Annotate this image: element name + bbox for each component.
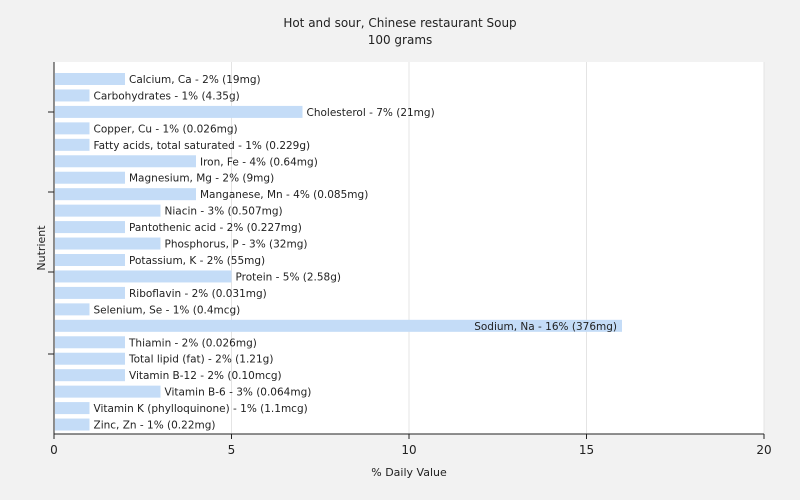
bar — [55, 303, 90, 316]
bar — [55, 336, 125, 349]
bar-label: Phosphorus, P - 3% (32mg) — [165, 239, 308, 251]
bar-label: Riboflavin - 2% (0.031mg) — [129, 288, 267, 300]
bar — [55, 155, 196, 168]
bar-label: Cholesterol - 7% (21mg) — [307, 107, 435, 119]
bar-label: Protein - 5% (2.58g) — [236, 271, 342, 283]
bar — [55, 171, 125, 184]
bar-label: Magnesium, Mg - 2% (9mg) — [129, 173, 274, 185]
bar-label: Carbohydrates - 1% (4.35g) — [94, 90, 240, 102]
grid — [231, 62, 765, 434]
bar-label: Pantothenic acid - 2% (0.227mg) — [129, 222, 302, 234]
bar — [55, 270, 232, 283]
bar — [55, 286, 125, 299]
bar — [55, 138, 90, 151]
x-tick-label: 5 — [228, 443, 236, 457]
chart-title: Hot and sour, Chinese restaurant Soup — [283, 16, 516, 30]
x-tick-label: 10 — [401, 443, 416, 457]
bar — [55, 204, 161, 217]
bar-label: Copper, Cu - 1% (0.026mg) — [94, 123, 238, 135]
bar — [55, 188, 196, 201]
bar-label: Thiamin - 2% (0.026mg) — [128, 337, 257, 349]
bar-label: Sodium, Na - 16% (376mg) — [474, 321, 617, 333]
bar-label: Selenium, Se - 1% (0.4mcg) — [94, 304, 241, 316]
bar — [55, 319, 622, 332]
bar — [55, 402, 90, 415]
bar — [55, 237, 161, 250]
axes: 0 5 10 15 20 — [48, 62, 772, 457]
bar — [55, 369, 125, 382]
x-axis-label: % Daily Value — [371, 466, 447, 479]
bar-label: Total lipid (fat) - 2% (1.21g) — [128, 354, 273, 366]
bar-label: Iron, Fe - 4% (0.64mg) — [200, 156, 318, 168]
bar — [55, 418, 90, 431]
y-axis-label: Nutrient — [35, 225, 48, 271]
bar — [55, 385, 161, 398]
bar-label: Niacin - 3% (0.507mg) — [165, 206, 283, 218]
bar-label: Calcium, Ca - 2% (19mg) — [129, 74, 261, 86]
bar — [55, 352, 125, 365]
bar — [55, 254, 125, 266]
bar-label: Vitamin B-6 - 3% (0.064mg) — [165, 387, 312, 399]
bar-label: Zinc, Zn - 1% (0.22mg) — [94, 420, 216, 432]
bar — [55, 89, 90, 102]
bar-label: Vitamin K (phylloquinone) - 1% (1.1mcg) — [94, 403, 308, 415]
bars: Calcium, Ca - 2% (19mg) Carbohydrates - 1… — [55, 73, 622, 432]
bar-label: Manganese, Mn - 4% (0.085mg) — [200, 189, 368, 201]
bar — [55, 105, 303, 118]
bar-label: Vitamin B-12 - 2% (0.10mcg) — [129, 370, 282, 382]
bar — [55, 122, 90, 135]
chart-subtitle: 100 grams — [368, 33, 433, 47]
bar-label: Fatty acids, total saturated - 1% (0.229… — [94, 140, 311, 152]
bar — [55, 221, 125, 234]
bar-label: Potassium, K - 2% (55mg) — [129, 255, 265, 267]
x-tick-label: 15 — [579, 443, 594, 457]
bar — [55, 73, 125, 85]
x-tick-label: 0 — [50, 443, 58, 457]
x-tick-label: 20 — [756, 443, 771, 457]
